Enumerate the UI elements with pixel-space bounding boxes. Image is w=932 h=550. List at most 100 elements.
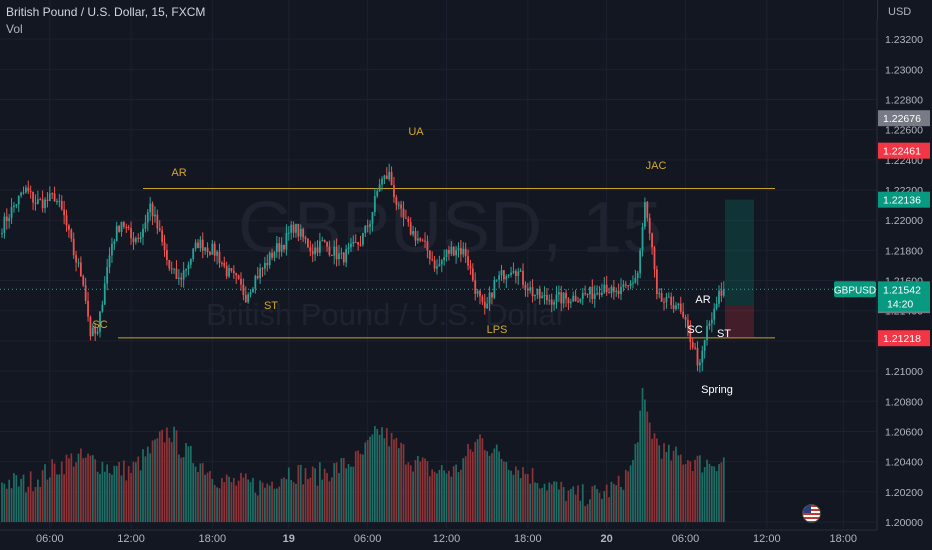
x-tick-label: 12:00 bbox=[433, 533, 461, 545]
candle-body bbox=[48, 193, 51, 202]
volume-bar bbox=[378, 434, 381, 522]
volume-bar bbox=[498, 451, 500, 522]
candle-body bbox=[232, 270, 235, 273]
candle-body bbox=[130, 228, 132, 239]
y-tick-label: 1.23200 bbox=[885, 34, 923, 46]
volume-bar bbox=[228, 476, 230, 522]
annotation-label[interactable]: SC bbox=[687, 324, 702, 336]
volume-bar bbox=[118, 461, 120, 522]
candle-body bbox=[333, 246, 336, 256]
volume-bar bbox=[206, 472, 209, 522]
price-label-box[interactable] bbox=[878, 110, 930, 127]
volume-bar bbox=[417, 455, 419, 522]
volume-bar bbox=[197, 472, 199, 522]
candle-body bbox=[297, 223, 300, 237]
candle-body bbox=[273, 252, 276, 258]
candle-body bbox=[264, 262, 266, 269]
annotation-label[interactable]: Spring bbox=[701, 384, 733, 396]
price-label-text: 1.22676 bbox=[883, 113, 921, 125]
us-flag-icon[interactable] bbox=[802, 504, 821, 523]
candle-body bbox=[347, 247, 350, 249]
candle-body bbox=[249, 292, 252, 295]
volume-bar bbox=[627, 471, 630, 522]
volume-bar bbox=[25, 492, 27, 522]
volume-bar bbox=[679, 454, 682, 522]
candle-body bbox=[8, 218, 11, 222]
volume-bar bbox=[154, 439, 156, 522]
currency-label[interactable]: USD bbox=[888, 6, 912, 18]
annotation-label[interactable]: AR bbox=[695, 294, 710, 306]
volume-bar bbox=[646, 411, 649, 522]
volume-bar bbox=[199, 463, 202, 522]
candle-body bbox=[352, 241, 355, 244]
candle-body bbox=[3, 216, 6, 234]
candle-body bbox=[89, 316, 92, 337]
volume-bar bbox=[273, 488, 276, 522]
volume-bar bbox=[13, 473, 15, 522]
price-label-text: 1.22461 bbox=[883, 146, 921, 158]
volume-bar bbox=[608, 497, 610, 522]
price-label-box[interactable] bbox=[878, 191, 930, 208]
volume-bar bbox=[10, 488, 13, 522]
annotation-label[interactable]: ST bbox=[264, 300, 278, 312]
volume-bar bbox=[452, 466, 455, 522]
volume-bar bbox=[660, 458, 663, 522]
candle-body bbox=[302, 228, 305, 238]
volume-bar bbox=[266, 483, 269, 522]
volume-bar bbox=[292, 482, 295, 522]
candle-body bbox=[283, 244, 285, 250]
volume-bar bbox=[488, 455, 491, 522]
volume-bar bbox=[534, 482, 536, 522]
volume-bar bbox=[230, 482, 233, 522]
last-price-box[interactable] bbox=[878, 281, 930, 312]
annotation-label[interactable]: AR bbox=[171, 167, 186, 179]
candle-body bbox=[56, 201, 58, 203]
candle-body bbox=[407, 218, 410, 223]
annotation-label[interactable]: ST bbox=[717, 328, 731, 340]
candle-body bbox=[526, 288, 529, 291]
candle-body bbox=[450, 246, 453, 254]
axis-separator bbox=[877, 0, 878, 20]
volume-bar bbox=[476, 439, 479, 522]
candle-body bbox=[156, 214, 159, 229]
annotation-label[interactable]: LPS bbox=[487, 324, 508, 336]
volume-bar bbox=[565, 501, 567, 522]
volume-bar bbox=[493, 448, 496, 522]
symbol-tag-box[interactable] bbox=[834, 281, 876, 298]
annotation-label[interactable]: UA bbox=[408, 126, 424, 138]
volume-bar bbox=[507, 469, 510, 522]
candle-body bbox=[166, 250, 168, 260]
candle-body bbox=[218, 251, 221, 263]
volume-bar bbox=[407, 462, 410, 522]
volume-bar bbox=[283, 477, 285, 522]
volume-bar bbox=[460, 469, 462, 522]
volume-bar bbox=[634, 443, 637, 522]
volume-bar bbox=[127, 466, 130, 522]
candle-body bbox=[569, 301, 572, 304]
price-axis-panel[interactable] bbox=[877, 0, 932, 550]
candle-body bbox=[84, 285, 87, 301]
volume-bar bbox=[235, 485, 238, 522]
volume-bar bbox=[598, 492, 601, 522]
long-position-stop-zone[interactable] bbox=[725, 305, 754, 339]
annotation-label[interactable]: SC bbox=[92, 319, 107, 331]
volume-bar bbox=[187, 446, 190, 522]
candle-body bbox=[103, 283, 106, 305]
price-label-box[interactable] bbox=[878, 142, 930, 159]
candle-body bbox=[651, 233, 653, 248]
volume-bar bbox=[617, 475, 620, 522]
candle-body bbox=[598, 292, 601, 295]
long-position-profit-zone[interactable] bbox=[725, 199, 754, 306]
volume-bar bbox=[567, 490, 570, 522]
candle-body bbox=[373, 196, 376, 213]
volume-bar bbox=[663, 443, 665, 522]
candle-body bbox=[94, 327, 97, 334]
candle-body bbox=[290, 224, 293, 233]
annotation-label[interactable]: JAC bbox=[646, 160, 667, 172]
volume-bar bbox=[316, 485, 319, 522]
x-tick-label: 19 bbox=[283, 533, 295, 545]
price-label-box[interactable] bbox=[878, 330, 930, 347]
volume-bar bbox=[397, 448, 400, 522]
volume-bar bbox=[302, 484, 304, 522]
